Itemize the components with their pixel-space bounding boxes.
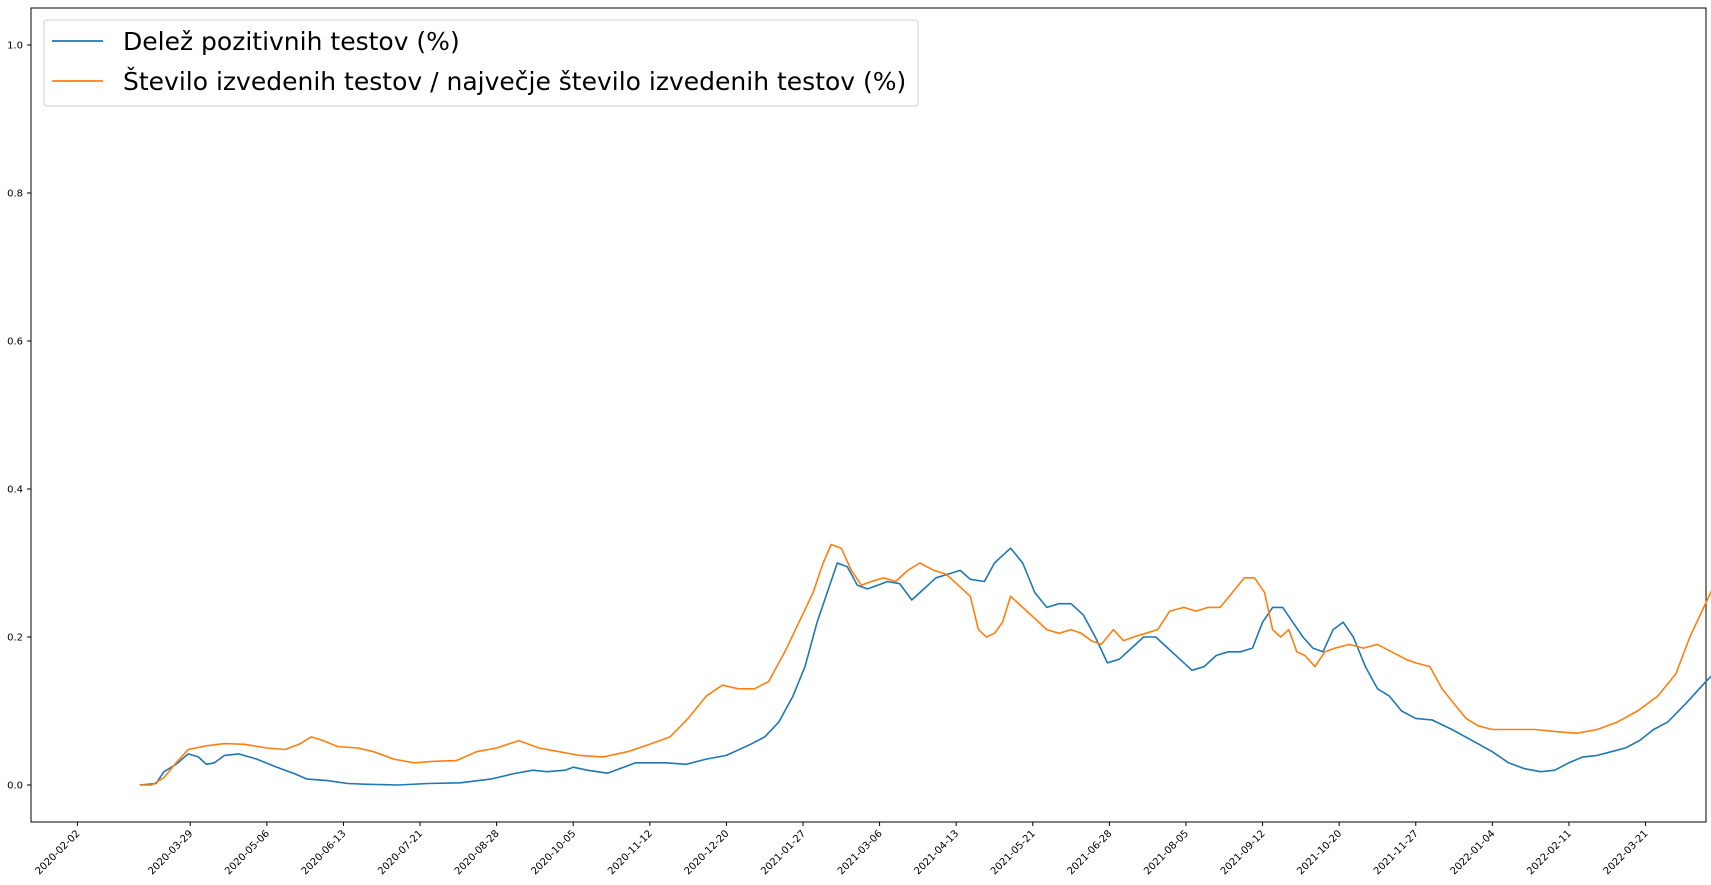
series-group xyxy=(139,543,1711,786)
legend-box xyxy=(43,19,919,107)
x-tick-label-7: 2020-11-12 xyxy=(606,828,655,877)
x-tick-label-19: 2022-02-11 xyxy=(1525,828,1574,877)
y-tick-label-5: 1.0 xyxy=(7,41,23,52)
x-tick-label-9: 2021-01-27 xyxy=(759,828,808,877)
x-tick-label-10: 2021-03-06 xyxy=(836,828,885,877)
x-tick-label-15: 2021-09-12 xyxy=(1219,828,1268,877)
x-tick-label-17: 2021-11-27 xyxy=(1372,828,1421,877)
legend: Delež pozitivnih testov (%) Število izve… xyxy=(43,19,919,107)
x-tick-label-3: 2020-06-13 xyxy=(300,828,349,877)
x-tick-label-11: 2021-04-13 xyxy=(912,828,961,877)
x-tick-label-13: 2021-06-28 xyxy=(1066,828,1115,877)
y-tick-label-1: 0.2 xyxy=(7,633,23,644)
x-tick-label-20: 2022-03-21 xyxy=(1602,828,1651,877)
y-tick-label-3: 0.6 xyxy=(7,337,23,348)
x-axis: 2020-02-02 2020-03-29 2020-05-06 2020-06-13… xyxy=(34,822,1651,877)
y-tick-label-0: 0.0 xyxy=(7,781,23,792)
y-tick-label-4: 0.8 xyxy=(7,189,23,200)
plot-frame xyxy=(30,7,1707,823)
legend-label-series-0: Delež pozitivnih testov (%) xyxy=(123,27,460,56)
x-tick-label-16: 2021-10-20 xyxy=(1295,828,1344,877)
x-tick-label-6: 2020-10-05 xyxy=(529,828,578,877)
x-tick-label-0: 2020-02-02 xyxy=(34,828,83,877)
y-axis: 0.0 0.2 0.4 0.6 0.8 1.0 xyxy=(7,41,31,792)
x-tick-label-1: 2020-03-29 xyxy=(146,828,195,877)
series-line-0 xyxy=(139,547,1711,786)
x-tick-label-5: 2020-08-28 xyxy=(453,828,502,877)
x-tick-label-4: 2020-07-21 xyxy=(376,828,425,877)
x-tick-label-14: 2021-08-05 xyxy=(1142,828,1191,877)
x-tick-label-12: 2021-05-21 xyxy=(989,828,1038,877)
legend-label-series-1: Število izvedenih testov / največje štev… xyxy=(123,66,906,96)
x-tick-label-2: 2020-05-06 xyxy=(223,828,272,877)
series-line-1 xyxy=(139,543,1711,786)
x-tick-label-8: 2020-12-20 xyxy=(683,828,732,877)
x-tick-label-18: 2022-01-04 xyxy=(1449,828,1498,877)
y-tick-label-2: 0.4 xyxy=(7,485,23,496)
